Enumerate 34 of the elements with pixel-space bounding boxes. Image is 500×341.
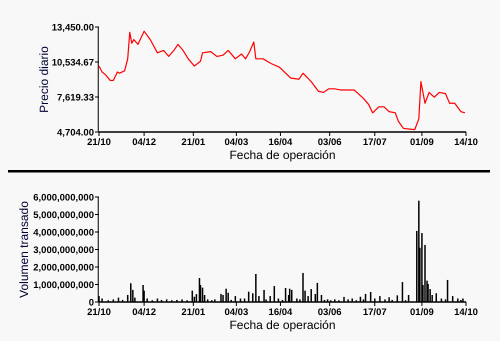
y-axis-title: Precio diario [37,46,51,113]
x-tick-label: 21/10 [87,137,111,148]
x-tick-label: 17/07 [362,137,387,148]
x-tick-label: 14/10 [454,137,478,148]
x-tick-label: 04/12 [132,307,156,318]
y-tick-label: 4,704.00 [57,127,94,138]
x-tick-label: 16/04 [268,137,294,148]
y-tick-label: 7,619.33 [57,92,94,104]
y-tick-label: 13,450.00 [52,22,94,34]
y-tick-label: 6,000,000,000 [33,192,94,204]
x-tick-label: 21/01 [181,137,206,148]
x-tick-label: 01/09 [410,137,434,148]
x-axis-title: Fecha de operación [229,148,336,162]
y-tick-label: 0 [88,297,94,308]
x-tick-label: 21/01 [181,307,206,318]
x-tick-label: 03/06 [318,307,342,318]
x-tick-label: 03/06 [318,137,342,148]
x-tick-label: 14/10 [454,307,478,318]
x-tick-label: 16/04 [268,307,294,318]
x-tick-label: 17/07 [362,307,387,318]
y-tick-label: 4,000,000,000 [33,227,94,238]
y-tick-label: 10,534.67 [52,57,94,68]
y-tick-label: 2,000,000,000 [33,262,94,274]
y-tick-label: 1,000,000,000 [33,280,94,291]
x-tick-label: 04/12 [132,137,156,148]
x-tick-label: 01/09 [410,307,434,318]
y-axis-title: Volumen transado [17,200,31,298]
x-tick-label: 04/03 [224,137,248,148]
x-axis-title: Fecha de operación [229,318,336,332]
line-series [98,30,466,130]
y-tick-label: 5,000,000,000 [33,210,94,221]
x-tick-label: 04/03 [224,307,248,318]
x-tick-label: 21/10 [87,307,111,318]
y-tick-label: 3,000,000,000 [33,244,94,256]
